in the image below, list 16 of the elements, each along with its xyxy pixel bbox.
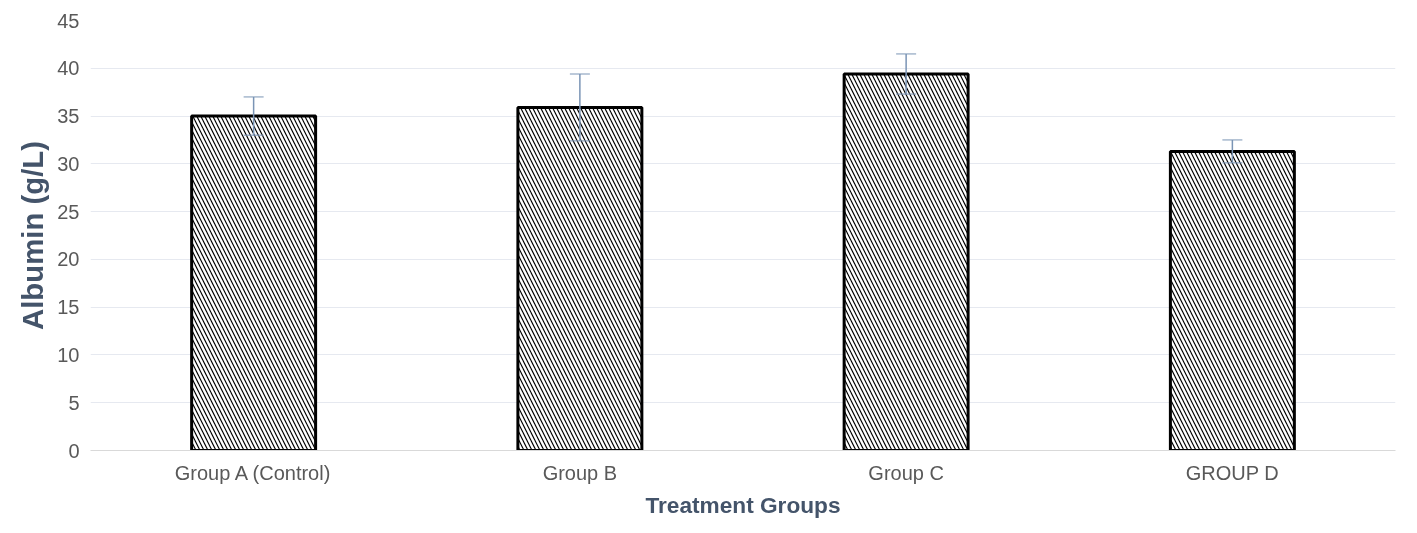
x-tick-label: Group A (Control) xyxy=(174,461,331,484)
y-tick-label: 30 xyxy=(57,152,80,175)
x-tick-label: Group C xyxy=(868,461,944,484)
y-tick-label: 40 xyxy=(57,57,80,80)
x-tick-label: GROUP D xyxy=(1185,461,1279,484)
y-tick-label: 0 xyxy=(68,439,80,462)
x-tick-label: Group B xyxy=(542,461,618,484)
y-tick-label: 5 xyxy=(68,391,80,414)
y-tick-label: 15 xyxy=(57,296,80,319)
y-axis-title: Albumin (g/L) xyxy=(16,141,50,330)
y-tick-label: 45 xyxy=(57,9,80,32)
y-tick-label: 20 xyxy=(57,248,80,271)
y-tick-label: 35 xyxy=(57,105,80,128)
y-tick-label: 10 xyxy=(57,343,80,366)
y-tick-label: 25 xyxy=(57,200,80,223)
x-axis-title: Treatment Groups xyxy=(645,491,841,518)
